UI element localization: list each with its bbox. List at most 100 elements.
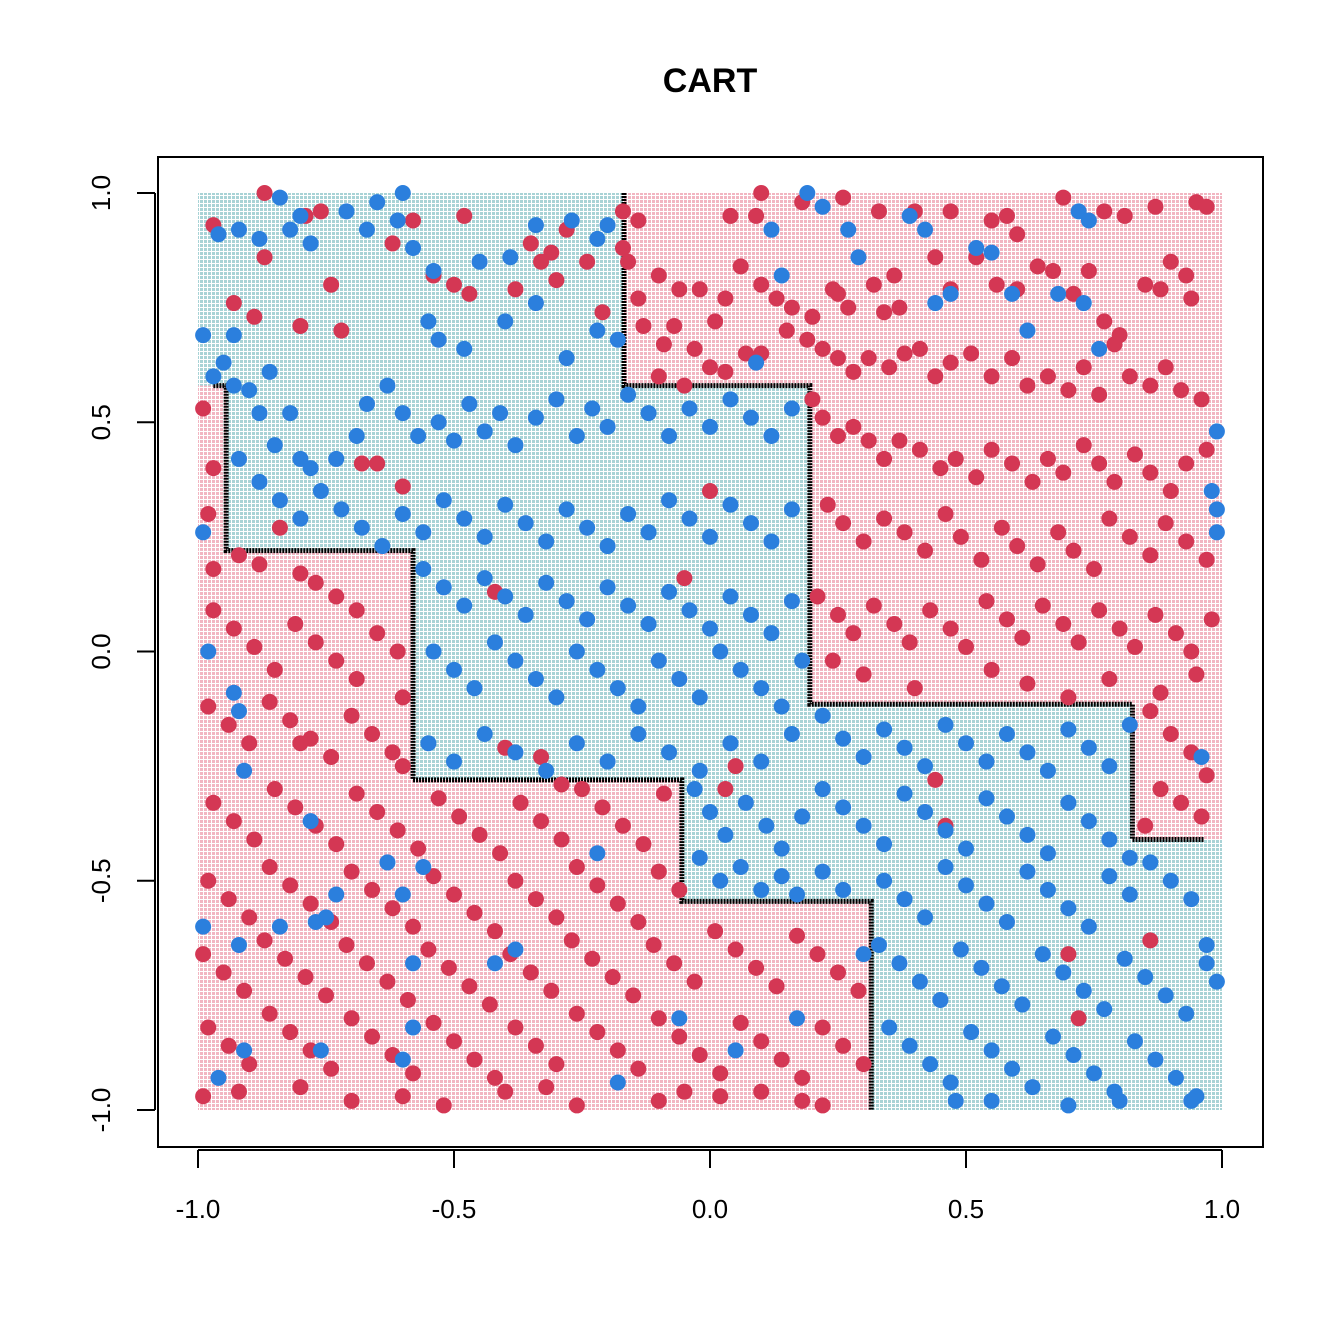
point-red bbox=[1147, 606, 1164, 623]
point-blue bbox=[1045, 1028, 1062, 1045]
point-blue bbox=[958, 877, 974, 894]
point-blue bbox=[958, 735, 974, 752]
region-red-8 bbox=[413, 779, 682, 1110]
point-blue bbox=[753, 753, 770, 770]
point-blue bbox=[937, 822, 954, 839]
point-red bbox=[287, 799, 304, 816]
point-blue bbox=[814, 863, 831, 880]
point-red bbox=[814, 409, 831, 426]
point-blue bbox=[476, 423, 493, 440]
point-blue bbox=[911, 973, 928, 990]
point-red bbox=[446, 1033, 462, 1050]
point-red bbox=[860, 350, 877, 367]
point-red bbox=[717, 290, 734, 307]
point-red bbox=[1055, 615, 1072, 632]
point-red bbox=[876, 450, 893, 467]
point-red bbox=[865, 597, 882, 614]
point-red bbox=[225, 813, 242, 830]
point-red bbox=[568, 1005, 585, 1022]
point-red bbox=[589, 1024, 606, 1041]
point-red bbox=[1029, 258, 1046, 275]
point-red bbox=[963, 345, 980, 362]
point-blue bbox=[497, 588, 514, 605]
point-blue bbox=[1203, 483, 1220, 500]
point-red bbox=[901, 634, 918, 651]
point-red bbox=[266, 781, 283, 798]
point-red bbox=[1173, 794, 1190, 811]
point-blue bbox=[517, 606, 534, 623]
point-blue bbox=[1147, 1051, 1164, 1068]
point-blue bbox=[896, 739, 913, 756]
point-blue bbox=[538, 762, 555, 779]
point-blue bbox=[420, 735, 437, 752]
y-tick-label: 0.5 bbox=[86, 404, 116, 440]
point-red bbox=[358, 955, 375, 972]
point-red bbox=[394, 689, 411, 706]
point-blue bbox=[901, 1037, 918, 1054]
point-red bbox=[486, 1069, 503, 1086]
point-red bbox=[548, 272, 565, 289]
point-blue bbox=[195, 524, 212, 541]
point-red bbox=[727, 941, 744, 958]
point-blue bbox=[763, 625, 780, 642]
point-blue bbox=[973, 959, 990, 976]
point-red bbox=[814, 340, 831, 357]
point-blue bbox=[783, 726, 800, 743]
point-red bbox=[1157, 359, 1174, 376]
point-red bbox=[978, 593, 995, 610]
point-blue bbox=[348, 428, 365, 445]
point-red bbox=[794, 1069, 811, 1086]
point-blue bbox=[486, 955, 503, 972]
point-red bbox=[988, 276, 1005, 293]
point-blue bbox=[1183, 1092, 1200, 1109]
point-red bbox=[405, 212, 422, 229]
point-red bbox=[405, 1065, 422, 1082]
point-red bbox=[1024, 473, 1041, 490]
region-red-5 bbox=[809, 193, 1222, 705]
point-red bbox=[1152, 781, 1169, 798]
point-red bbox=[1142, 703, 1159, 720]
point-red bbox=[947, 450, 964, 467]
point-red bbox=[343, 1010, 360, 1027]
point-blue bbox=[773, 698, 790, 715]
point-red bbox=[271, 519, 288, 536]
point-red bbox=[1039, 450, 1056, 467]
point-blue bbox=[589, 661, 606, 678]
point-blue bbox=[937, 716, 954, 733]
y-tick-label: -0.5 bbox=[86, 858, 116, 903]
point-red bbox=[722, 207, 739, 224]
point-red bbox=[446, 276, 462, 293]
point-blue bbox=[753, 881, 770, 898]
point-red bbox=[1096, 313, 1113, 330]
point-red bbox=[318, 987, 334, 1004]
x-tick-label: -0.5 bbox=[432, 1194, 477, 1224]
point-red bbox=[548, 1056, 565, 1073]
point-red bbox=[1029, 556, 1046, 573]
point-red bbox=[384, 900, 401, 917]
point-blue bbox=[527, 217, 544, 234]
point-blue bbox=[507, 652, 524, 669]
point-red bbox=[1142, 377, 1159, 394]
point-red bbox=[1137, 817, 1154, 834]
point-blue bbox=[881, 1019, 898, 1036]
point-blue bbox=[333, 501, 350, 518]
point-blue bbox=[292, 207, 309, 224]
point-blue bbox=[241, 382, 258, 399]
point-red bbox=[799, 331, 816, 348]
point-red bbox=[1198, 767, 1215, 784]
point-blue bbox=[589, 845, 606, 862]
point-red bbox=[527, 1037, 544, 1054]
point-blue bbox=[1039, 845, 1056, 862]
point-red bbox=[533, 253, 550, 270]
point-red bbox=[845, 418, 862, 435]
point-blue bbox=[1198, 936, 1215, 953]
point-red bbox=[1091, 455, 1108, 472]
point-blue bbox=[507, 437, 524, 454]
point-red bbox=[1178, 267, 1195, 284]
point-red bbox=[840, 299, 857, 316]
point-red bbox=[676, 377, 693, 394]
point-blue bbox=[568, 643, 585, 660]
point-blue bbox=[420, 313, 437, 330]
point-blue bbox=[1193, 748, 1210, 765]
point-red bbox=[282, 877, 299, 894]
